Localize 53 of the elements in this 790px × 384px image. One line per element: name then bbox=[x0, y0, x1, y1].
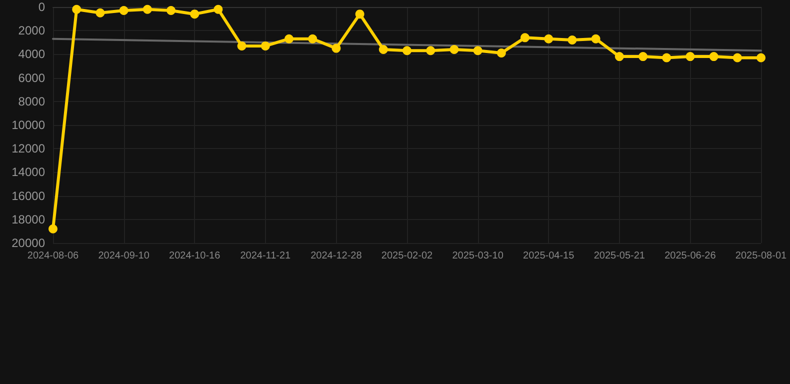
point bbox=[48, 224, 58, 234]
y-tick-label: 12000 bbox=[12, 142, 46, 156]
x-tick-label: 2025-02-02 bbox=[381, 250, 434, 262]
point bbox=[496, 48, 506, 58]
y-tick-label: 10000 bbox=[12, 118, 46, 132]
point bbox=[686, 52, 695, 62]
y-tick-label: 16000 bbox=[12, 188, 46, 203]
point bbox=[426, 46, 436, 56]
point bbox=[473, 46, 482, 56]
y-tick-label: 6000 bbox=[18, 70, 46, 85]
x-tick-label: 2024-12-28 bbox=[310, 250, 362, 262]
point bbox=[732, 53, 742, 62]
x-tick-label: 2025-06-26 bbox=[664, 250, 716, 262]
y-tick-label: 4000 bbox=[18, 47, 46, 62]
point bbox=[284, 34, 294, 44]
point bbox=[378, 44, 388, 54]
point bbox=[520, 33, 530, 42]
point bbox=[142, 4, 152, 14]
y-tick-label: 18000 bbox=[12, 212, 46, 226]
point bbox=[756, 53, 766, 62]
point bbox=[190, 10, 200, 19]
point bbox=[119, 6, 128, 16]
point bbox=[72, 4, 82, 14]
point bbox=[568, 36, 577, 45]
point bbox=[332, 44, 341, 53]
y-tick-label: 2000 bbox=[18, 24, 46, 38]
point bbox=[237, 41, 246, 50]
point bbox=[260, 41, 270, 50]
y-tick-label: 14000 bbox=[12, 165, 46, 180]
x-tick-label: 2025-03-10 bbox=[452, 250, 504, 262]
x-tick-label: 2025-05-21 bbox=[594, 250, 646, 262]
x-tick-label: 2025-04-15 bbox=[523, 250, 575, 262]
x-tick-label: 2025-08-01 bbox=[735, 250, 788, 262]
point bbox=[355, 10, 364, 19]
x-tick-label: 2024-08-06 bbox=[27, 250, 80, 262]
x-tick-label: 2024-09-10 bbox=[98, 250, 150, 262]
point bbox=[96, 8, 105, 18]
x-tick-label: 2024-10-16 bbox=[169, 250, 221, 262]
point bbox=[402, 46, 412, 56]
point bbox=[544, 34, 554, 44]
point bbox=[638, 52, 648, 62]
y-tick-label: 20000 bbox=[12, 236, 46, 250]
point bbox=[662, 53, 672, 62]
point bbox=[166, 6, 176, 16]
point bbox=[308, 34, 318, 44]
point bbox=[709, 52, 718, 62]
y-tick-label: 0 bbox=[38, 0, 46, 14]
y-tick-label: 8000 bbox=[18, 94, 46, 108]
x-tick-label: 2024-11-21 bbox=[240, 250, 292, 262]
point bbox=[214, 4, 223, 14]
point bbox=[450, 44, 459, 54]
point bbox=[591, 34, 600, 44]
point bbox=[614, 52, 624, 62]
